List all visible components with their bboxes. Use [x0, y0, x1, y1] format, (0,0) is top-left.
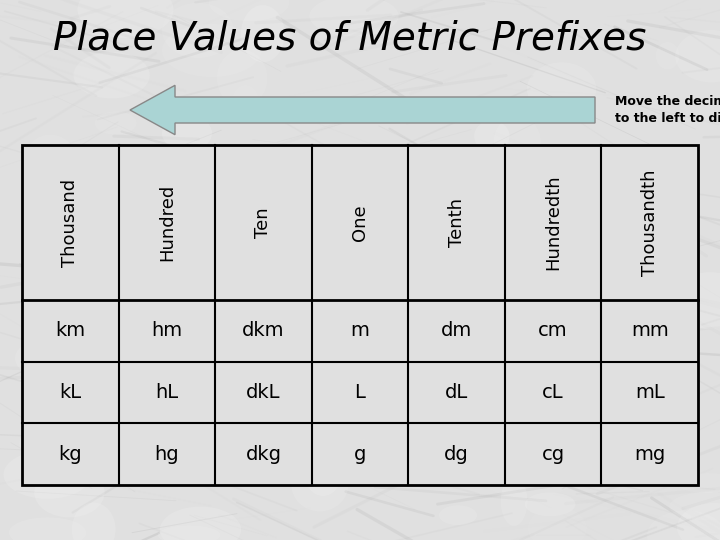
Ellipse shape — [211, 386, 287, 415]
Text: dm: dm — [441, 321, 472, 340]
Text: mm: mm — [631, 321, 669, 340]
Ellipse shape — [162, 24, 261, 77]
Text: m: m — [351, 321, 369, 340]
Ellipse shape — [187, 169, 238, 205]
Text: cL: cL — [542, 383, 564, 402]
Ellipse shape — [677, 503, 720, 540]
Text: km: km — [55, 321, 86, 340]
Ellipse shape — [439, 316, 471, 360]
Text: mg: mg — [634, 444, 665, 464]
Ellipse shape — [478, 447, 577, 498]
Ellipse shape — [336, 395, 400, 442]
Ellipse shape — [670, 492, 720, 521]
Ellipse shape — [291, 457, 348, 511]
Ellipse shape — [494, 116, 541, 169]
Ellipse shape — [40, 280, 73, 295]
Text: Move the decimal point
to the left to divide.: Move the decimal point to the left to di… — [615, 95, 720, 125]
Ellipse shape — [647, 510, 720, 540]
Ellipse shape — [217, 50, 267, 107]
Text: Thousand: Thousand — [61, 178, 79, 267]
Ellipse shape — [162, 115, 212, 151]
Text: Ten: Ten — [254, 207, 272, 238]
Text: cm: cm — [539, 321, 568, 340]
Text: cg: cg — [541, 444, 564, 464]
Text: Hundred: Hundred — [158, 184, 176, 261]
Ellipse shape — [439, 505, 477, 525]
Ellipse shape — [534, 278, 567, 315]
Ellipse shape — [393, 379, 433, 399]
Ellipse shape — [162, 3, 234, 58]
Ellipse shape — [392, 397, 465, 444]
Ellipse shape — [136, 258, 182, 284]
Ellipse shape — [385, 205, 447, 253]
Ellipse shape — [19, 420, 108, 467]
Text: dkm: dkm — [242, 321, 284, 340]
Ellipse shape — [436, 292, 467, 341]
Text: mL: mL — [635, 383, 665, 402]
Ellipse shape — [302, 437, 344, 496]
Text: Tenth: Tenth — [448, 198, 466, 247]
FancyArrow shape — [130, 85, 595, 134]
Ellipse shape — [15, 335, 104, 381]
Text: dkL: dkL — [246, 383, 281, 402]
Ellipse shape — [676, 473, 720, 493]
Ellipse shape — [78, 0, 174, 38]
Ellipse shape — [528, 507, 587, 540]
Ellipse shape — [542, 208, 581, 267]
Ellipse shape — [361, 239, 411, 293]
Text: kg: kg — [58, 444, 82, 464]
Ellipse shape — [321, 274, 394, 299]
Ellipse shape — [241, 5, 284, 62]
Ellipse shape — [160, 507, 241, 540]
Ellipse shape — [619, 301, 644, 356]
Ellipse shape — [72, 503, 115, 540]
Text: One: One — [351, 204, 369, 241]
Text: Thousandth: Thousandth — [641, 169, 659, 276]
Ellipse shape — [527, 63, 596, 116]
Ellipse shape — [25, 134, 76, 182]
Ellipse shape — [4, 450, 91, 499]
Text: hL: hL — [156, 383, 179, 402]
Ellipse shape — [158, 525, 220, 540]
Ellipse shape — [35, 468, 104, 517]
Text: Place Values of Metric Prefixes: Place Values of Metric Prefixes — [53, 19, 647, 57]
Ellipse shape — [232, 397, 276, 415]
Ellipse shape — [134, 219, 215, 240]
Ellipse shape — [669, 272, 720, 329]
Ellipse shape — [192, 246, 291, 289]
Ellipse shape — [9, 517, 86, 540]
Ellipse shape — [232, 85, 259, 123]
Ellipse shape — [310, 0, 399, 36]
FancyBboxPatch shape — [22, 145, 698, 485]
Text: dg: dg — [444, 444, 469, 464]
Text: hm: hm — [151, 321, 182, 340]
Ellipse shape — [327, 163, 404, 215]
Ellipse shape — [525, 492, 575, 516]
Text: dkg: dkg — [246, 444, 282, 464]
Ellipse shape — [209, 0, 289, 21]
Ellipse shape — [527, 390, 567, 449]
Ellipse shape — [522, 147, 552, 186]
Text: kL: kL — [59, 383, 81, 402]
Text: L: L — [354, 383, 366, 402]
Ellipse shape — [94, 111, 137, 134]
Ellipse shape — [675, 30, 720, 83]
Text: dL: dL — [445, 383, 468, 402]
Ellipse shape — [73, 52, 150, 98]
Text: g: g — [354, 444, 366, 464]
Ellipse shape — [656, 42, 680, 69]
Text: Hundredth: Hundredth — [544, 174, 562, 271]
Ellipse shape — [474, 120, 510, 152]
Text: hg: hg — [155, 444, 179, 464]
Ellipse shape — [346, 367, 419, 389]
Ellipse shape — [137, 436, 227, 453]
Ellipse shape — [500, 476, 528, 526]
